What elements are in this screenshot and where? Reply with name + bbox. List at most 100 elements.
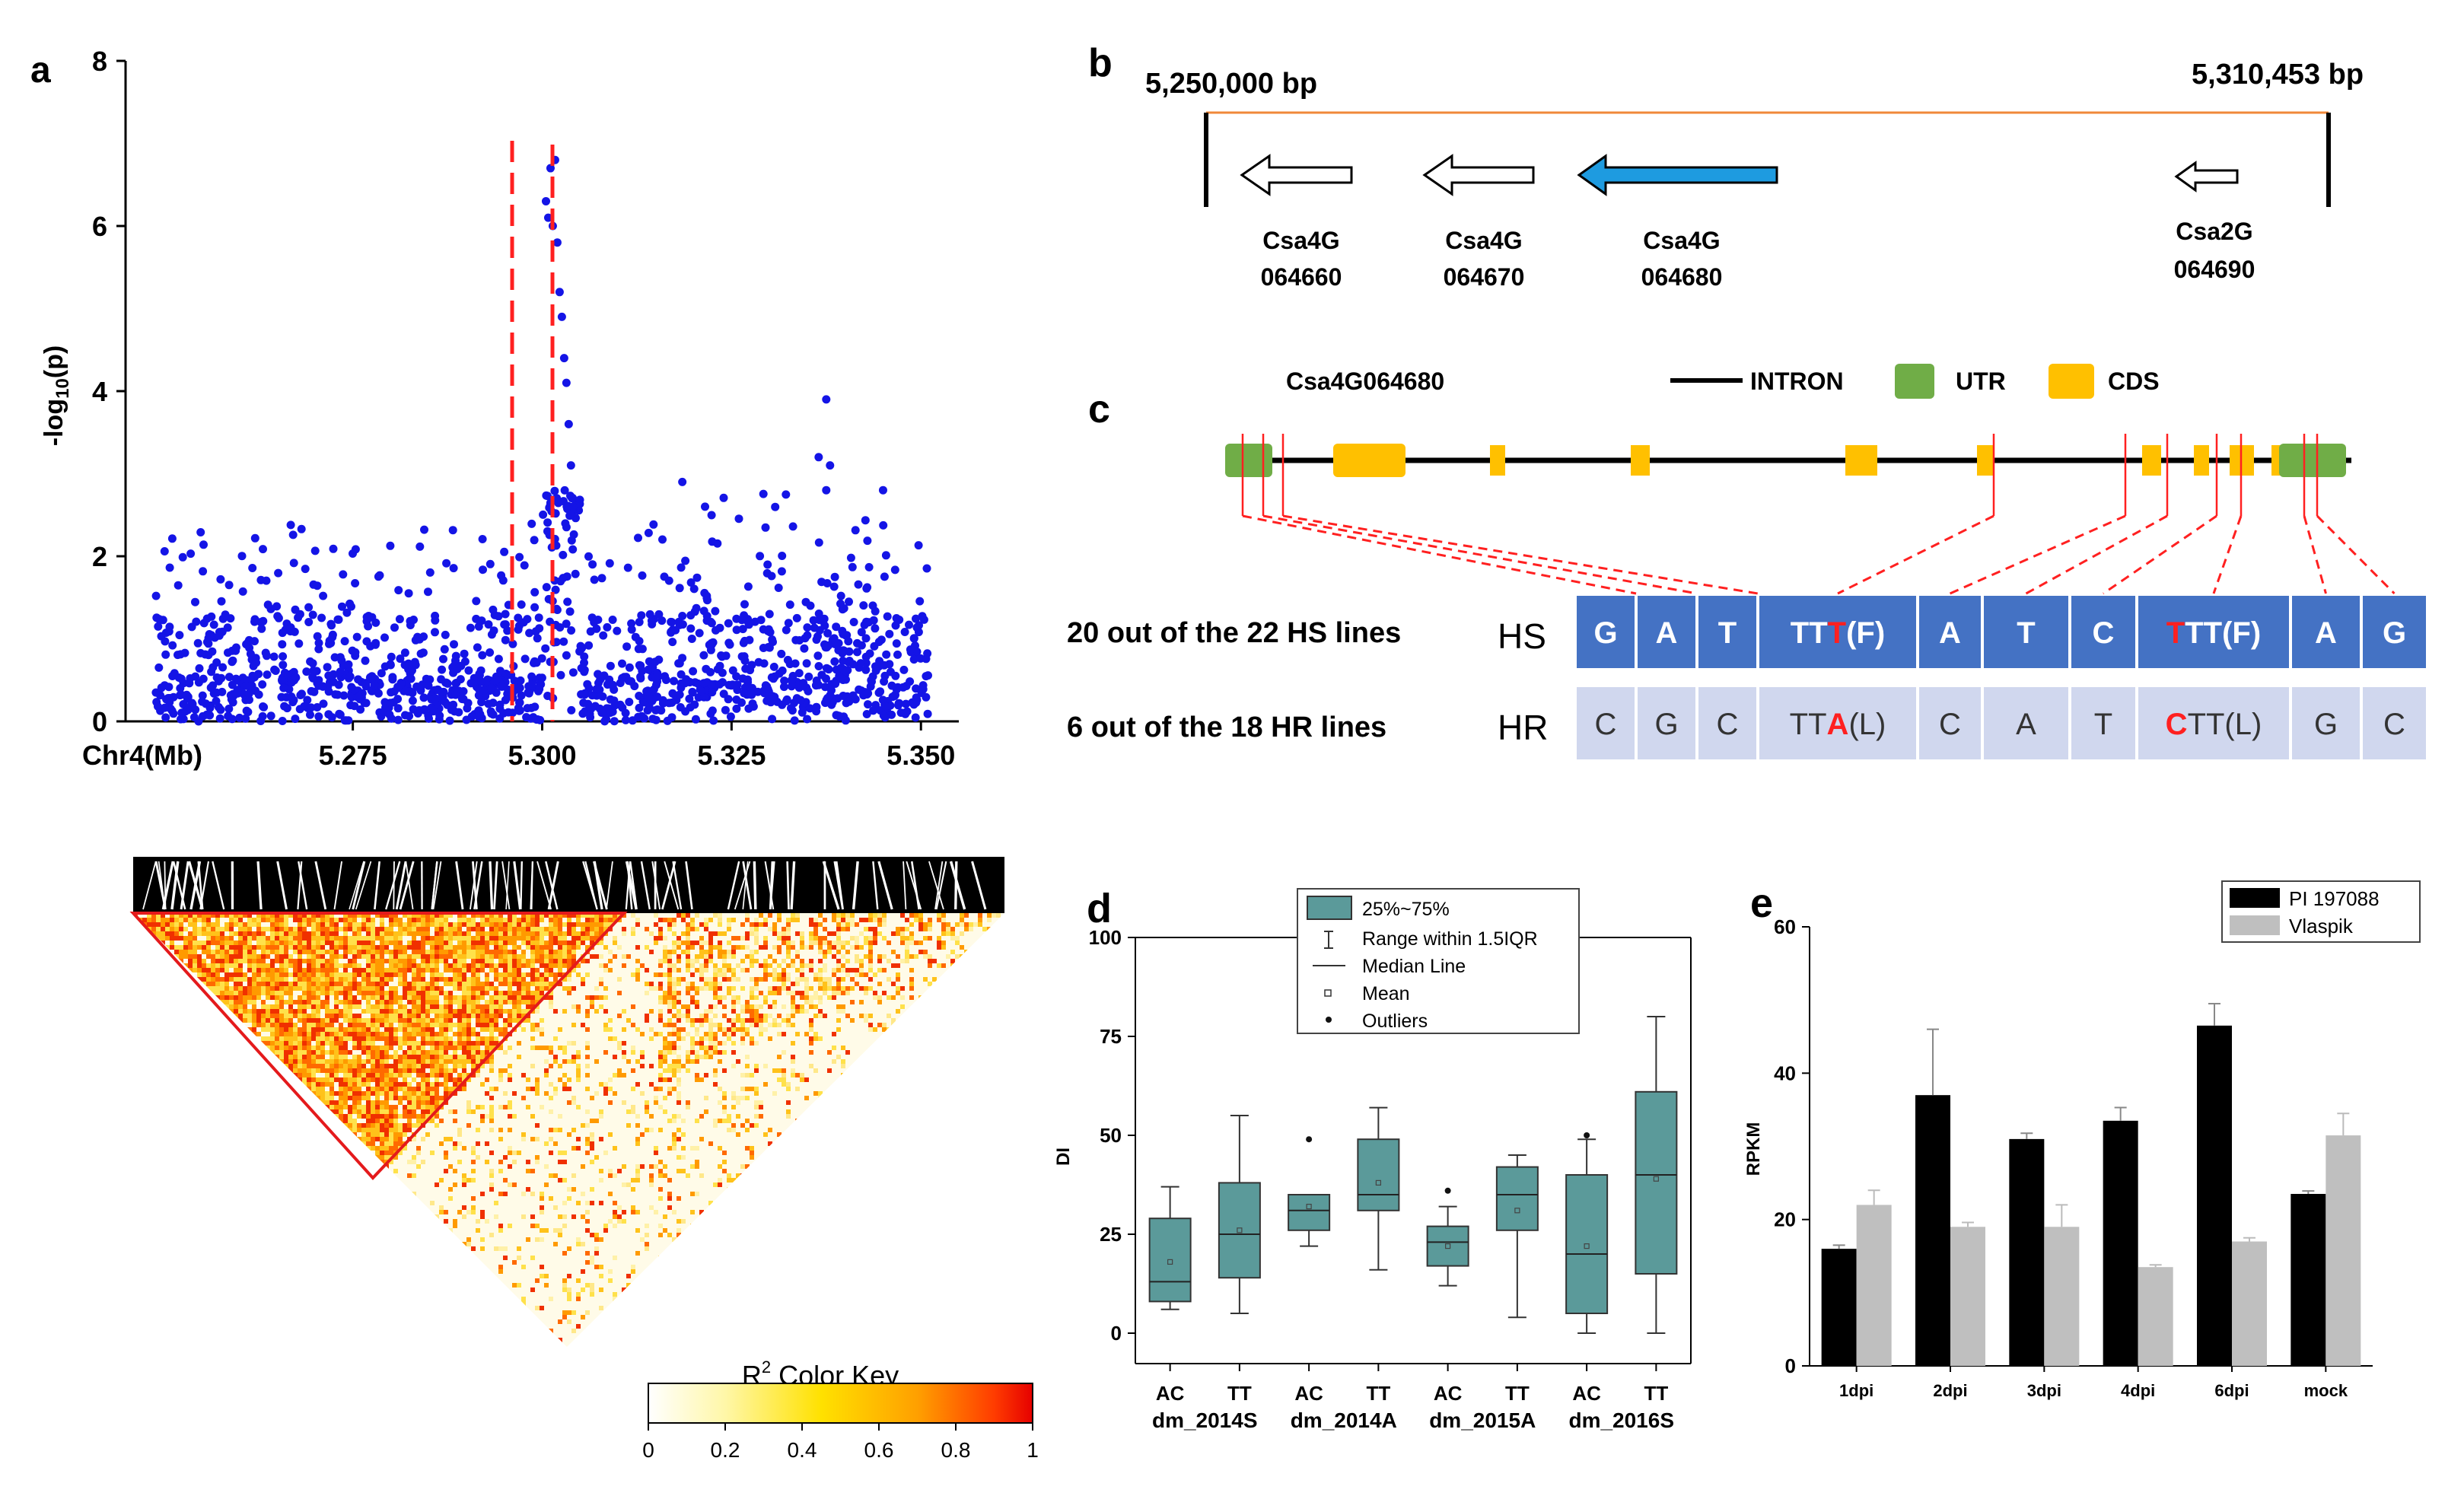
ld-cell — [343, 1041, 348, 1046]
ld-cell — [658, 986, 663, 991]
ld-cell — [307, 977, 311, 982]
ld-cell — [206, 954, 211, 959]
ld-cell — [302, 945, 307, 950]
ld-cell — [161, 986, 165, 991]
ld-cell — [275, 1046, 279, 1050]
ld-cell — [165, 945, 170, 950]
ld-cell — [489, 986, 494, 991]
ld-cell — [498, 959, 503, 963]
ld-cell — [553, 963, 558, 968]
manhattan-point — [308, 673, 317, 683]
ld-cell — [740, 1041, 745, 1046]
ld-cell — [955, 1027, 960, 1032]
ld-cell — [247, 991, 252, 995]
ld-cell — [393, 941, 398, 945]
ld-cell — [247, 1032, 252, 1036]
manhattan-point — [743, 675, 752, 684]
ld-cell — [731, 972, 736, 977]
ld-cell — [772, 927, 777, 931]
manhattan-point — [692, 573, 702, 582]
ld-cell — [229, 986, 234, 991]
manhattan-point — [207, 612, 216, 621]
ld-cell — [343, 931, 348, 936]
ld-cell — [713, 986, 718, 991]
ld-cell — [302, 936, 307, 941]
manhattan-point — [792, 613, 801, 622]
ld-cell — [430, 959, 435, 963]
ld-cell — [252, 922, 256, 927]
ld-cell — [855, 972, 859, 977]
ld-cell — [782, 1032, 786, 1036]
ld-cell — [311, 1055, 316, 1059]
ld-cell — [809, 963, 813, 968]
manhattan-point — [550, 486, 559, 495]
ld-cell — [339, 941, 343, 945]
ld-cell — [544, 986, 549, 991]
ld-cell — [421, 1041, 425, 1046]
ld-cell — [407, 1046, 412, 1050]
ld-cell — [425, 959, 430, 963]
ld-cell — [444, 1009, 448, 1014]
manhattan-point — [248, 564, 257, 572]
manhattan-point — [790, 716, 799, 725]
ld-cell — [512, 1004, 517, 1009]
ld-cell — [585, 936, 590, 941]
manhattan-point — [419, 693, 428, 702]
ld-cell — [795, 982, 800, 986]
ld-cell — [375, 1014, 380, 1018]
ld-cell — [526, 991, 530, 995]
ld-cell — [676, 936, 681, 941]
manhattan-point — [530, 657, 540, 666]
ld-cell — [229, 931, 234, 936]
ld-cell — [859, 959, 864, 963]
ld-cell — [425, 1004, 430, 1009]
ld-cell — [325, 922, 329, 927]
ld-cell — [448, 1000, 453, 1004]
ld-cell — [549, 1004, 553, 1009]
ld-cell — [841, 1009, 845, 1014]
ld-cell — [316, 986, 320, 991]
manhattan-point — [706, 645, 715, 654]
ld-cell — [982, 950, 987, 954]
manhattan-point — [675, 690, 684, 699]
ld-cell — [457, 1009, 462, 1014]
ld-snp-tick — [872, 861, 879, 910]
ld-cell — [430, 995, 435, 1000]
ld-cell — [384, 991, 389, 995]
ld-cell — [298, 959, 302, 963]
ld-cell — [197, 1046, 202, 1050]
ld-cell — [503, 982, 508, 986]
ld-cell — [352, 945, 357, 950]
ld-cell — [503, 941, 508, 945]
ld-cell — [156, 1014, 161, 1018]
ld-cell — [713, 1014, 718, 1018]
ld-cell — [435, 968, 439, 972]
ld-cell — [457, 945, 462, 950]
manhattan-point — [514, 613, 523, 622]
ld-cell — [151, 1032, 156, 1036]
ld-cell — [923, 936, 928, 941]
manhattan-point — [453, 664, 462, 673]
ld-cell — [508, 936, 512, 941]
manhattan-point — [726, 712, 735, 721]
manhattan-point — [638, 645, 647, 654]
ld-cell — [151, 922, 156, 927]
ld-cell — [763, 922, 768, 927]
ld-cell — [800, 941, 804, 945]
ld-cell — [234, 1009, 238, 1014]
ld-cell — [512, 918, 517, 922]
ld-cell — [161, 918, 165, 922]
ld-cell — [293, 972, 298, 977]
manhattan-point — [263, 600, 272, 610]
ld-cell — [389, 1027, 393, 1032]
ld-cell — [407, 954, 412, 959]
ld-cell — [361, 977, 366, 982]
ld-cell — [754, 1018, 759, 1023]
ld-cell — [868, 954, 873, 959]
ld-cell — [960, 982, 964, 986]
ld-cell — [412, 982, 416, 986]
ld-cell — [476, 1041, 480, 1046]
ld-cell — [617, 913, 622, 918]
ld-cell — [179, 918, 183, 922]
manhattan-point — [661, 676, 670, 684]
